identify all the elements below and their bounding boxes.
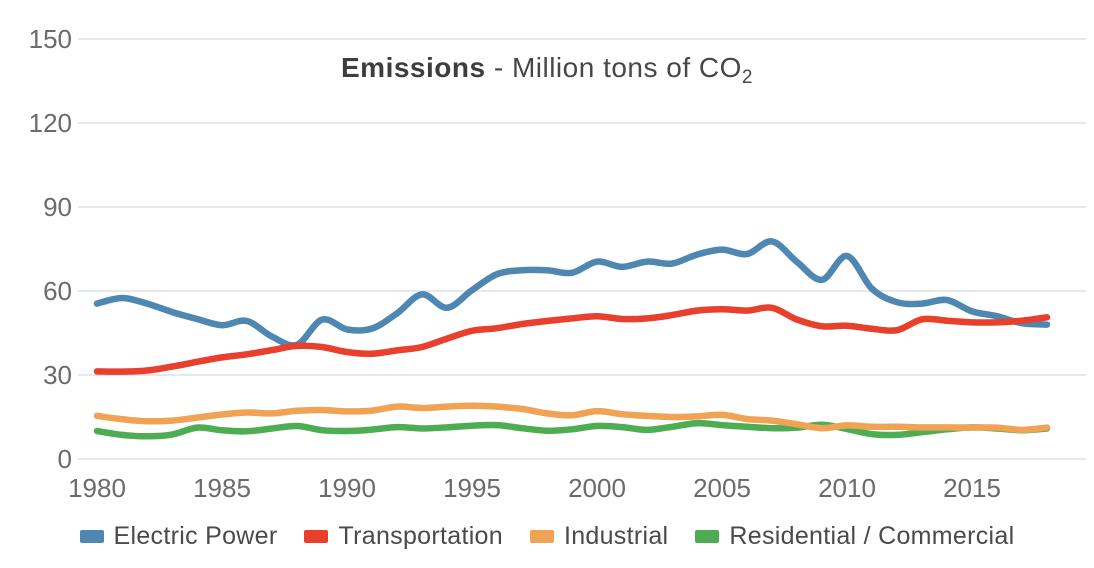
chart-title-rest: - Million tons of CO [485,52,742,83]
y-tick-label-150: 150 [29,24,72,54]
legend-item-transportation: Transportation [304,522,503,551]
series-line-industrial [93,402,1051,434]
x-tick-label-2015: 2015 [943,473,1001,503]
x-tick-label-2010: 2010 [818,473,876,503]
y-tick-label-0: 0 [58,444,72,474]
chart-legend: Electric Power Transportation Industrial… [0,522,1094,551]
legend-item-industrial: Industrial [529,522,669,551]
y-tick-label-60: 60 [43,276,72,306]
x-tick-label-1985: 1985 [193,473,251,503]
x-tick-label-2005: 2005 [693,473,751,503]
electric-power-swatch-icon [79,530,104,543]
y-tick-label-30: 30 [43,360,72,390]
series-line-electric-power [93,238,1051,349]
legend-label: Transportation [338,522,503,550]
industrial-swatch-icon [529,530,554,543]
series-line-transportation [93,304,1051,375]
transportation-swatch-icon [304,530,329,543]
chart-title: Emissions - Million tons of CO2 [0,52,1094,89]
chart-title-bold: Emissions [341,52,486,83]
legend-label: Electric Power [113,522,278,550]
legend-label: Industrial [563,522,669,550]
legend-label: Residential / Commercial [729,522,1015,550]
x-tick-label-1995: 1995 [443,473,501,503]
legend-item-residential-commercial: Residential / Commercial [695,522,1014,551]
y-tick-label-90: 90 [43,192,72,222]
residential-commercial-swatch-icon [695,530,720,543]
x-tick-label-2000: 2000 [568,473,626,503]
x-tick-label-1980: 1980 [68,473,126,503]
chart-title-subscript: 2 [741,67,753,88]
x-tick-label-1990: 1990 [318,473,376,503]
y-tick-label-120: 120 [29,108,72,138]
legend-item-electric-power: Electric Power [79,522,278,551]
series-line-residential-commercial [93,419,1051,440]
